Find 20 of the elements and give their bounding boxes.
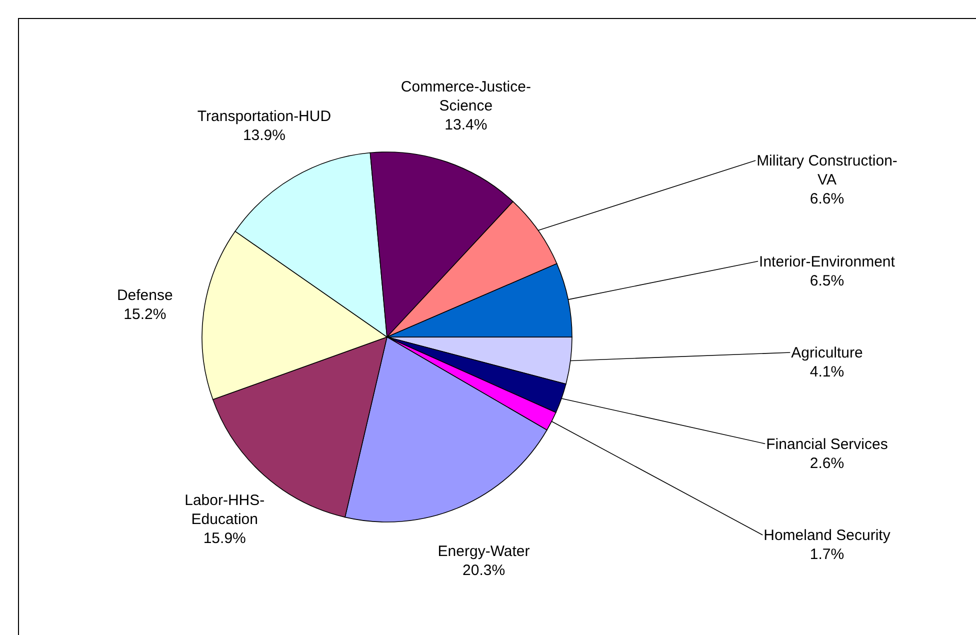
data-label: 6.5% [810,272,844,290]
data-label: 4.1% [810,364,844,380]
slice-label: Interior-Environment [759,253,896,270]
slice-label: Labor-HHS-Education [184,492,265,528]
slice-label: Transportation-HUD [197,108,332,125]
slice-label: Homeland Security [764,527,891,544]
data-label: 13.4% [444,116,488,134]
slice-label: Defense [116,286,173,304]
data-label: 15.2% [124,306,166,323]
slice-label: Commerce-Justice-Science [400,78,531,114]
data-label: 2.6% [810,454,844,472]
slice-label: Financial Services [766,436,888,453]
data-label: 1.7% [810,546,844,563]
slice-label: Agriculture [791,344,863,362]
data-label: 13.9% [242,126,286,144]
data-label: 6.6% [810,190,844,208]
slice-label: Energy-Water [438,543,530,560]
slice-label: Military Construction-VA [756,152,898,188]
data-label: 20.3% [462,562,506,580]
data-label: 15.9% [203,530,246,547]
